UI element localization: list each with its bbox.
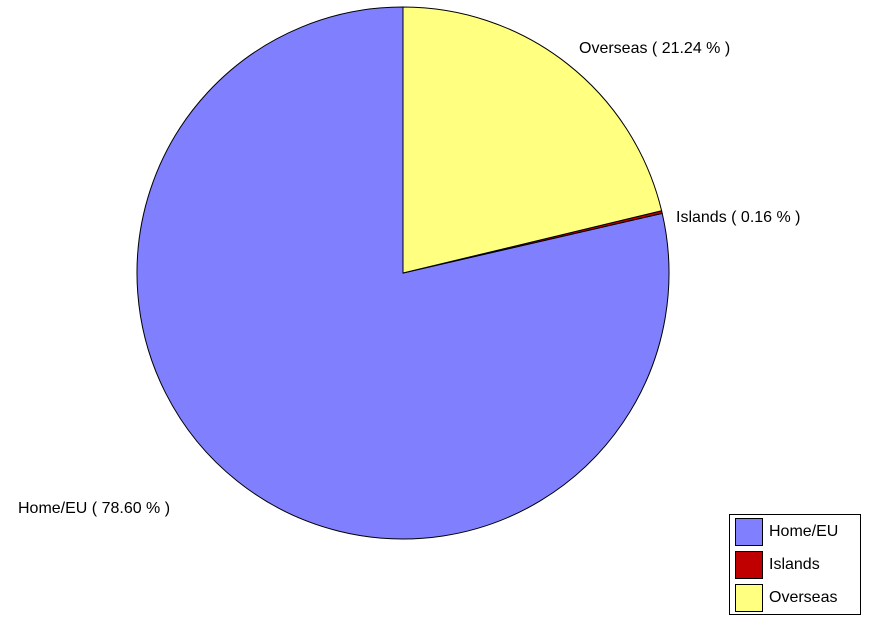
pie-label-islands: Islands ( 0.16 % )	[676, 209, 801, 226]
legend-swatch-overseas	[735, 583, 763, 612]
legend-item-home-eu: Home/EU	[730, 515, 860, 548]
legend-swatch-home-eu	[735, 517, 763, 546]
legend-swatch-islands	[735, 550, 763, 579]
legend-label-islands: Islands	[769, 555, 820, 573]
legend-item-overseas: Overseas	[730, 581, 860, 614]
legend-label-overseas: Overseas	[769, 588, 838, 606]
pie-label-home-eu: Home/EU ( 78.60 % )	[18, 500, 170, 517]
pie-label-overseas: Overseas ( 21.24 % )	[579, 40, 730, 57]
pie-slice-overseas	[402, 6, 663, 274]
legend-label-home-eu: Home/EU	[769, 522, 839, 540]
pie-labels: Home/EU ( 78.60 % ) Islands ( 0.16 % ) Ove…	[18, 40, 801, 517]
pie-slices	[136, 6, 670, 540]
legend-item-islands: Islands	[730, 548, 860, 581]
legend: Home/EU Islands Overseas	[729, 514, 861, 615]
